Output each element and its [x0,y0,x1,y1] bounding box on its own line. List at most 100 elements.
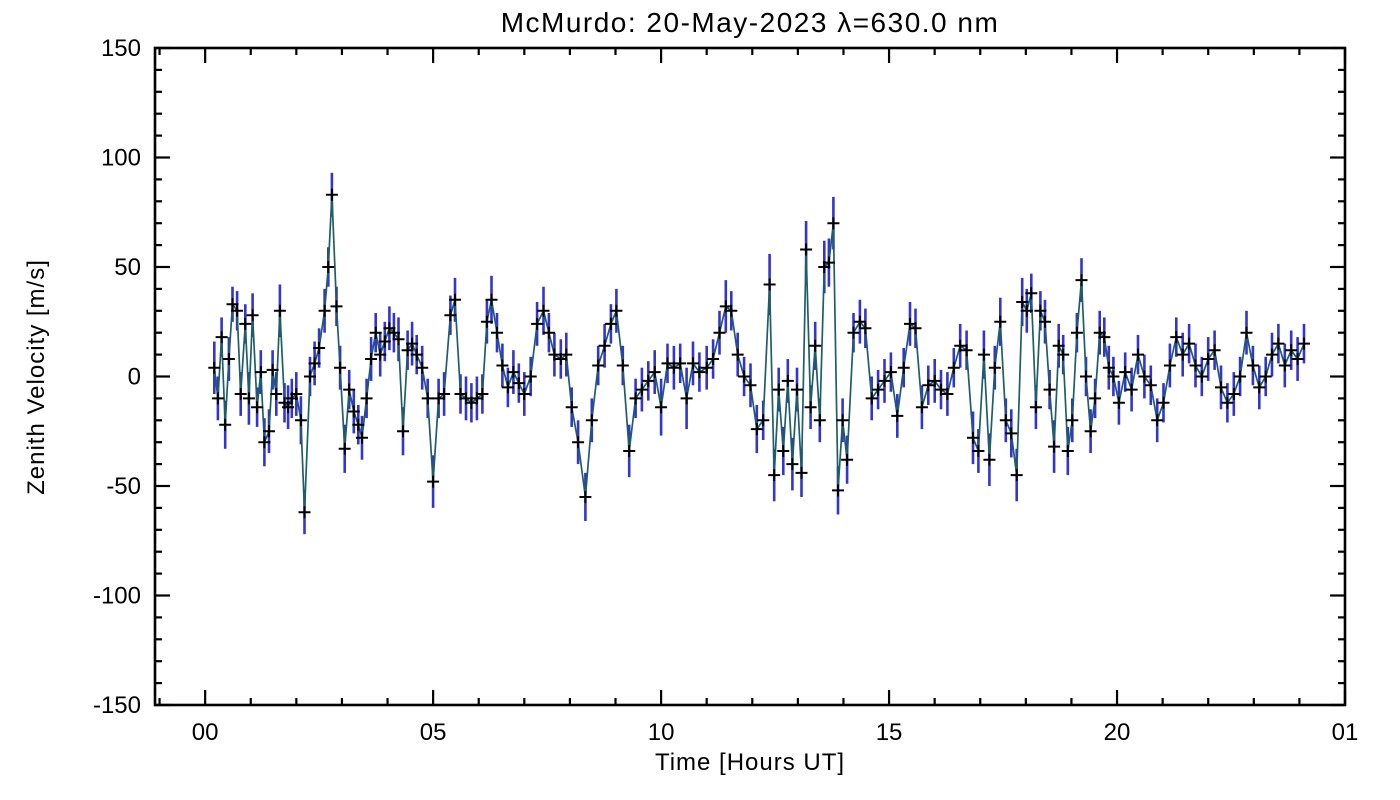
plus-marker [1039,315,1051,328]
plus-marker [999,414,1012,427]
x-tick-label: 10 [648,719,675,746]
plus-marker [524,370,537,383]
plus-marker [406,337,419,350]
y-tick-label: 150 [101,35,141,62]
plus-marker [804,401,817,414]
plus-marker [356,431,368,444]
plus-marker [1112,396,1125,409]
plus-marker [1102,361,1115,374]
plus-marker [1132,348,1144,361]
plus-marker [397,425,409,438]
plus-marker [781,374,794,387]
plus-marker [763,278,776,291]
x-tick-label: 05 [420,719,447,746]
plus-marker [757,414,770,427]
plus-marker [853,315,866,328]
plus-marker [642,374,655,387]
plus-marker [507,366,520,379]
plus-marker [1240,326,1253,339]
y-tick-label: -50 [106,473,141,500]
plus-marker [1259,370,1272,383]
plus-marker [795,466,808,479]
plus-marker [983,453,996,466]
plus-marker [290,388,303,400]
plus-marker [1057,348,1070,361]
x-tick-label: 20 [1104,719,1131,746]
plus-marker [1195,370,1208,383]
plus-marker [480,315,493,328]
plus-marker [1189,359,1202,372]
plus-marker [786,458,799,471]
plus-marker [667,361,680,374]
plus-marker [738,370,751,383]
plus-marker [1170,331,1183,344]
plus-marker [572,436,585,449]
plus-marker [392,333,405,346]
plus-marker [1005,427,1018,440]
plus-marker [496,359,509,372]
plus-marker [610,304,623,317]
plus-marker [1119,366,1132,379]
plus-marker [616,359,629,372]
plus-marker [1157,396,1170,409]
plus-marker [258,436,271,449]
plus-marker [713,326,726,339]
plus-marker [263,425,275,438]
plus-marker [360,392,373,405]
plus-marker [687,357,699,370]
plus-marker [347,405,360,418]
plus-marker [1089,392,1102,405]
plus-marker [623,445,636,457]
plus-marker [308,357,321,370]
plus-marker [211,392,224,405]
plus-marker [994,315,1007,328]
plus-marker [1176,348,1189,361]
plus-marker [1084,425,1097,438]
plus-marker [1048,440,1061,453]
plus-marker [813,414,826,427]
plus-marker [604,317,617,330]
data-line [213,194,1305,513]
plus-marker [791,383,803,396]
plus-marker [444,309,457,322]
plus-marker [242,392,255,405]
plus-marker [485,293,498,306]
plus-marker [693,366,706,379]
plus-marker [884,366,897,379]
x-tick-label: 15 [876,719,903,746]
plus-marker [1138,370,1151,383]
plus-marker [585,414,598,427]
plus-marker [298,506,311,519]
plus-marker [1107,370,1120,383]
plus-marker [215,331,228,344]
plus-marker [1291,353,1304,365]
plus-marker [542,326,555,339]
plus-marker [548,348,561,361]
y-tick-label: -150 [93,692,141,719]
plus-marker [655,401,668,414]
plus-marker [1234,370,1247,383]
plus-marker [266,363,279,376]
plus-marker [1061,445,1074,457]
plus-marker [878,374,891,387]
plus-marker [648,366,661,379]
plus-marker [501,381,514,394]
plus-marker [518,388,531,400]
plus-marker [1215,381,1227,394]
plus-marker [1043,383,1056,396]
plus-marker [928,374,941,387]
plus-marker [334,361,347,374]
plus-marker [1266,348,1278,361]
plus-marker [226,298,239,311]
plus-marker [941,388,954,400]
plus-marker [1208,344,1221,357]
plus-marker [1029,401,1042,414]
x-tick-label: 01 [1332,719,1359,746]
plus-marker [1183,337,1196,350]
plus-marker [680,392,693,405]
plus-marker [421,392,434,405]
plus-marker [325,188,338,201]
plus-marker [661,357,674,370]
plus-marker [836,414,849,427]
plus-marker [1066,414,1079,427]
